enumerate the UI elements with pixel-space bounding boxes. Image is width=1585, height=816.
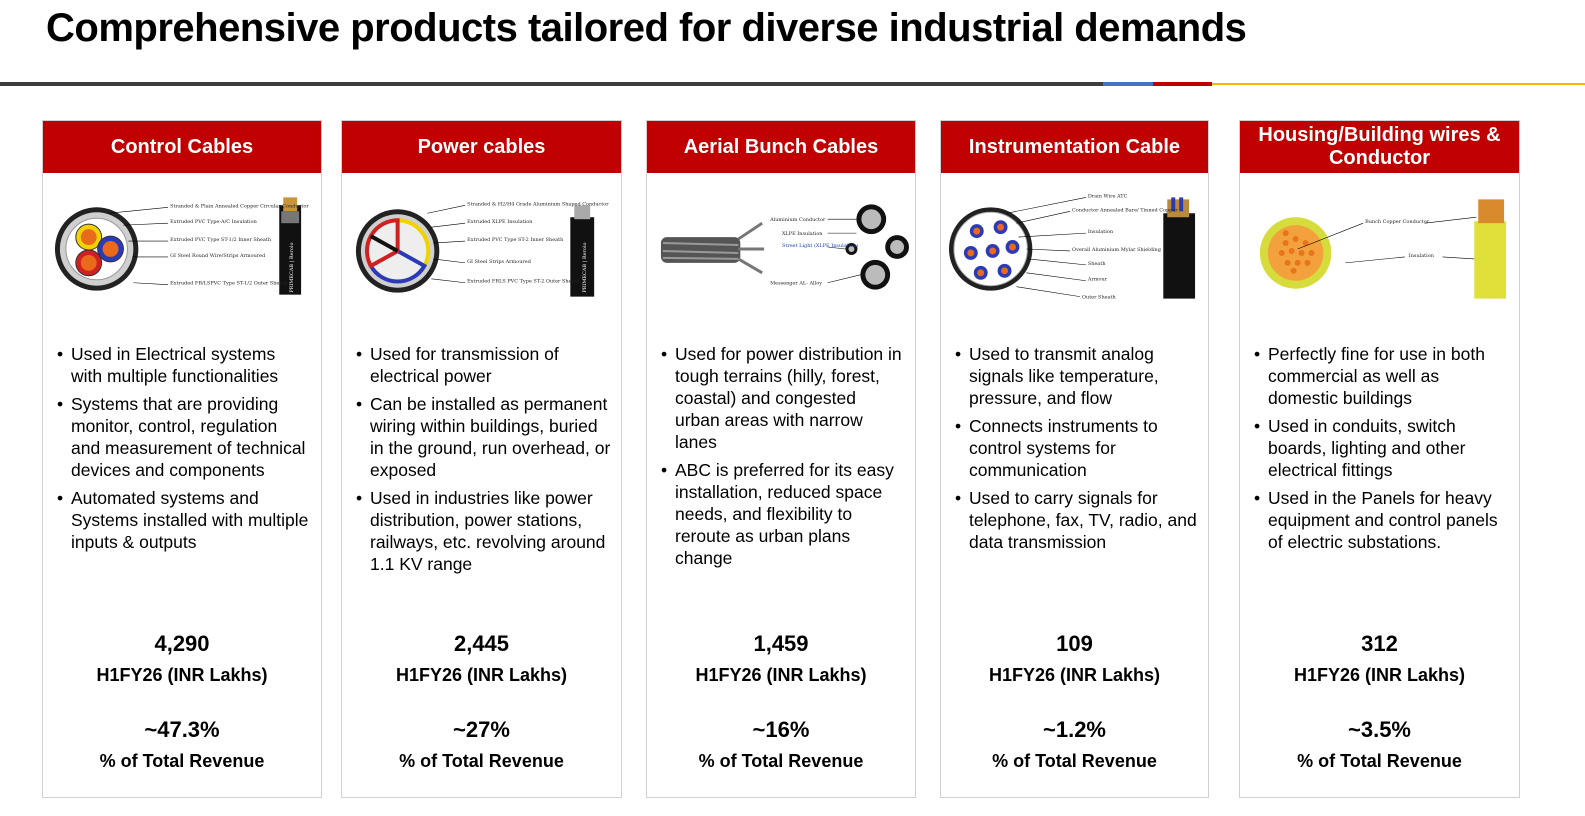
diagram-label: Armour [1087,277,1108,283]
instrumentation-cable-diagram: Drain Wire ATC Conductor Annealed Bare/ … [947,193,1202,303]
bullet-item: Used for transmission of electrical powe… [356,343,611,387]
bullet-item: Used for power distribution in tough ter… [661,343,905,453]
revenue-value: 2,445 [453,631,510,656]
control-cable-diagram: Stranded & Plain Annealed Copper Circula… [49,193,315,303]
revenue-share-label: % of Total Revenue [1297,751,1462,771]
power-cable-diagram: Stranded & H2/H4 Grade Aluminium Shaped … [348,193,615,303]
revenue-share: ~1.2% [1043,717,1106,742]
bullet-list: Used for power distribution in tough ter… [661,343,905,575]
title-rule-dark [0,82,1103,86]
revenue-share: ~16% [752,717,810,742]
revenue-share: ~3.5% [1348,717,1411,742]
diagram-label: Aluminium Conductor [769,217,826,223]
revenue-value: 1,459 [753,631,809,656]
revenue-value: 312 [1361,631,1398,656]
bullet-item: Automated systems and Systems installed … [57,487,311,553]
bullet-item: Used in Electrical systems with multiple… [57,343,311,387]
revenue-share-label: % of Total Revenue [99,751,265,771]
bullet-list: Used in Electrical systems with multiple… [57,343,311,559]
diagram-label: Drain Wire ATC [1088,193,1128,199]
revenue-label: H1FY26 (INR Lakhs) [695,665,867,685]
housing-wire-diagram: Bunch Copper Conductor Insulation [1246,193,1513,303]
diagram-label: Sheath [1088,261,1106,267]
diagram-label: Extruded PVC Type ST-1/2 Inner Sheath [170,237,272,243]
card-title: Power cables [342,121,621,173]
diagram-label: Extruded XLPE Insulation [467,219,533,225]
brand-mark: PRIMECAB | Rerolo [289,243,295,293]
bullet-item: Used to transmit analog signals like tem… [955,343,1198,409]
title-rule-gold [1212,83,1585,85]
diagram-label: Extruded PVC Type ST-2 Inner Sheath [467,237,564,243]
diagram-label: Conductor Annealed Bare/ Tinned Copper [1072,207,1178,213]
diagram-label: Outer Sheath [1082,295,1117,301]
bullet-list: Used to transmit analog signals like tem… [955,343,1198,559]
card-title: Control Cables [43,121,321,173]
card-title: Instrumentation Cable [941,121,1208,173]
revenue-share-label: % of Total Revenue [698,751,864,771]
diagram-label: Messenger AL- Alloy [770,281,822,287]
revenue-label: H1FY26 (INR Lakhs) [988,665,1161,685]
product-card-power-cables: Power cables Stranded & H2/H4 Grade Alum… [341,120,622,798]
product-card-housing-building-wires: Housing/Building wires & Conductor Bunch… [1239,120,1520,798]
title-rule-blue [1103,82,1153,86]
revenue-share: ~27% [453,717,510,742]
diagram-label: Stranded & Plain Annealed Copper Circula… [170,203,309,209]
aerial-bunch-cable-diagram: Aluminium Conductor XLPE Insulation Stre… [653,193,909,303]
bullet-item: Used to carry signals for telephone, fax… [955,487,1198,553]
bullet-item: Perfectly fine for use in both commercia… [1254,343,1509,409]
revenue-share: ~47.3% [144,717,220,742]
revenue-label: H1FY26 (INR Lakhs) [395,665,568,685]
bullet-item: Systems that are providing monitor, cont… [57,393,311,481]
card-title: Housing/Building wires & Conductor [1240,121,1519,173]
revenue-label: H1FY26 (INR Lakhs) [96,665,268,685]
diagram-label: XLPE Insulation [782,231,823,237]
diagram-label: Street Light (XLPE Insulation) [782,242,858,249]
bullet-item: Used in industries like power distributi… [356,487,611,575]
diagram-label: Stranded & H2/H4 Grade Aluminium Shaped … [467,201,609,207]
diagram-label: GI Steel Strips Armoured [467,259,532,265]
bullet-list: Perfectly fine for use in both commercia… [1254,343,1509,559]
revenue-value: 109 [1056,631,1093,656]
bullet-item: Connects instruments to control systems … [955,415,1198,481]
bullet-item: ABC is preferred for its easy installati… [661,459,905,569]
page-title: Comprehensive products tailored for dive… [46,6,1247,50]
bullet-item: Used in the Panels for heavy equipment a… [1254,487,1509,553]
bullet-item: Can be installed as permanent wiring wit… [356,393,611,481]
diagram-label: Extruded FRLS PVC Type ST-2 Outer Sheath [467,279,580,285]
diagram-label: GI Steel Round Wire/Strips Armoured [170,253,266,259]
revenue-value: 4,290 [154,631,210,656]
title-rule-red [1153,82,1212,86]
product-card-control-cables: Control Cables Stranded & Plain Annealed… [42,120,322,798]
bullet-item: Used in conduits, switch boards, lightin… [1254,415,1509,481]
diagram-label: Extruded FR/LSPVC Type ST-1/2 Outer Shea… [170,281,288,287]
revenue-share-label: % of Total Revenue [992,751,1157,771]
bullet-list: Used for transmission of electrical powe… [356,343,611,581]
revenue-share-label: % of Total Revenue [399,751,564,771]
diagram-label: Extruded PVC Type-A/C Insulation [170,219,258,225]
revenue-label: H1FY26 (INR Lakhs) [1293,665,1466,685]
diagram-label: Insulation [1409,253,1435,259]
product-card-aerial-bunch-cables: Aerial Bunch Cables Aluminium Conductor … [646,120,916,798]
diagram-label: Bunch Copper Conductor [1365,219,1430,225]
diagram-label: Insulation [1088,229,1114,235]
card-title: Aerial Bunch Cables [647,121,915,173]
brand-mark: PRIMECAB | Rerolo [582,243,588,293]
diagram-label: Overall Aluminium Mylar Shielding [1072,247,1162,253]
product-card-instrumentation-cable: Instrumentation Cable Drain Wire ATC Con [940,120,1209,798]
